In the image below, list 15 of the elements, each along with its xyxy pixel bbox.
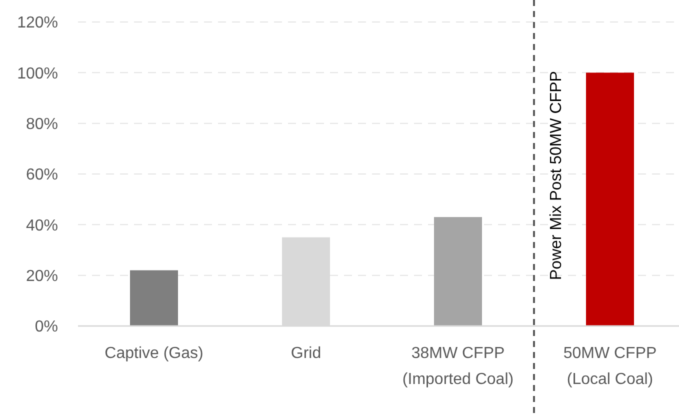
y-tick-label: 80% <box>26 116 58 133</box>
y-tick-label: 20% <box>26 268 58 285</box>
x-tick-label: 38MW CFPP (Imported Coal) <box>402 345 514 388</box>
x-tick-label: Grid <box>290 345 322 362</box>
annotation: Power Mix Post 50MW CFPP <box>548 71 565 280</box>
x-tick-label: 50MW CFPP (Local Coal) <box>563 345 657 388</box>
x-tick-label: Captive (Gas) <box>104 345 204 362</box>
bar <box>434 217 482 326</box>
y-tick-label: 0% <box>34 318 58 336</box>
bar <box>130 270 178 326</box>
y-tick-label: 100% <box>17 65 58 82</box>
bar <box>586 72 634 326</box>
y-tick-label: 60% <box>26 166 58 184</box>
y-tick-label: 120% <box>17 14 58 32</box>
y-tick-label: 40% <box>26 217 58 234</box>
